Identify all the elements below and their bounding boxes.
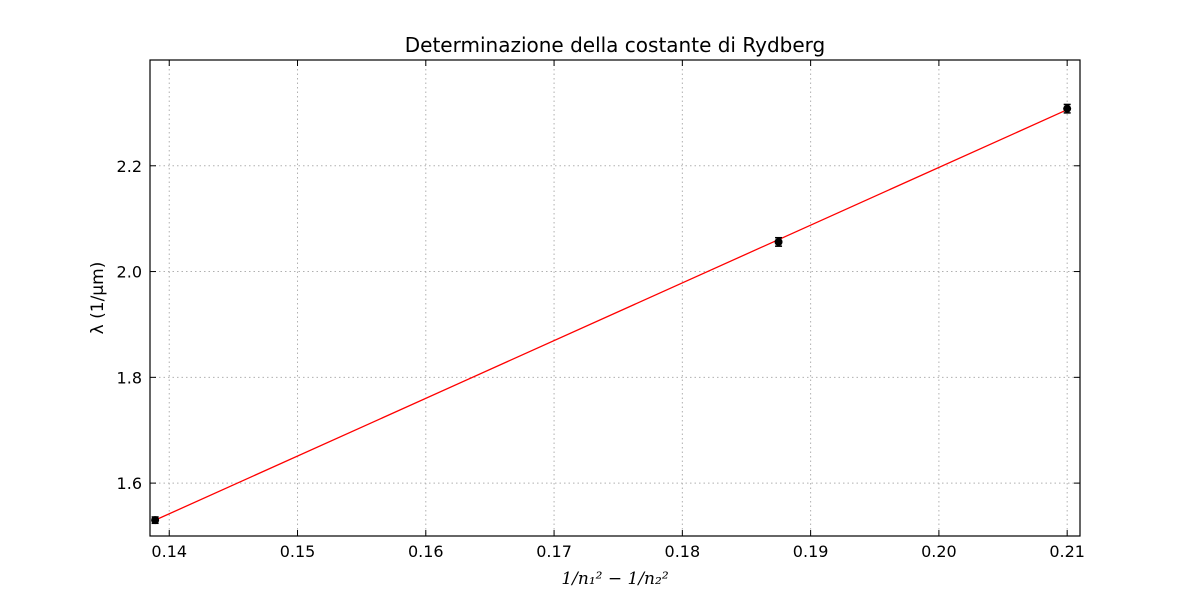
grid-lines xyxy=(150,60,1080,536)
y-tick-label: 2.2 xyxy=(117,157,142,176)
x-tick-label: 0.20 xyxy=(921,542,957,561)
data-point xyxy=(1063,103,1072,114)
point-marker xyxy=(151,516,160,525)
x-tick-label: 0.19 xyxy=(793,542,829,561)
y-axis-label: λ (1/μm) xyxy=(88,262,108,335)
plot-frame xyxy=(149,59,1081,537)
data-point xyxy=(774,236,783,247)
y-tick-label: 1.6 xyxy=(117,474,142,493)
x-tick-label: 0.21 xyxy=(1049,542,1085,561)
x-tick-label: 0.16 xyxy=(408,542,444,561)
x-axis-label: 1/n₁² − 1/n₂² xyxy=(561,569,668,589)
x-axis-ticks: 0.14 0.15 0.16 0.17 0.18 0.19 0.20 0.21 xyxy=(151,60,1085,561)
fit-line xyxy=(154,109,1068,521)
x-tick-label: 0.18 xyxy=(665,542,701,561)
x-tick-label: 0.15 xyxy=(280,542,316,561)
x-tick-label: 0.17 xyxy=(536,542,572,561)
x-tick-label: 0.14 xyxy=(151,542,187,561)
y-tick-label: 2.0 xyxy=(117,263,142,282)
data-point xyxy=(151,516,160,525)
point-marker xyxy=(1063,104,1072,113)
chart-title: Determinazione della costante di Rydberg xyxy=(405,33,826,57)
y-axis-ticks: 1.6 1.8 2.0 2.2 xyxy=(117,157,1080,493)
y-tick-label: 1.8 xyxy=(117,368,142,387)
data-points-layer xyxy=(151,103,1072,525)
fit-line-layer xyxy=(154,109,1068,521)
point-marker xyxy=(774,237,783,246)
